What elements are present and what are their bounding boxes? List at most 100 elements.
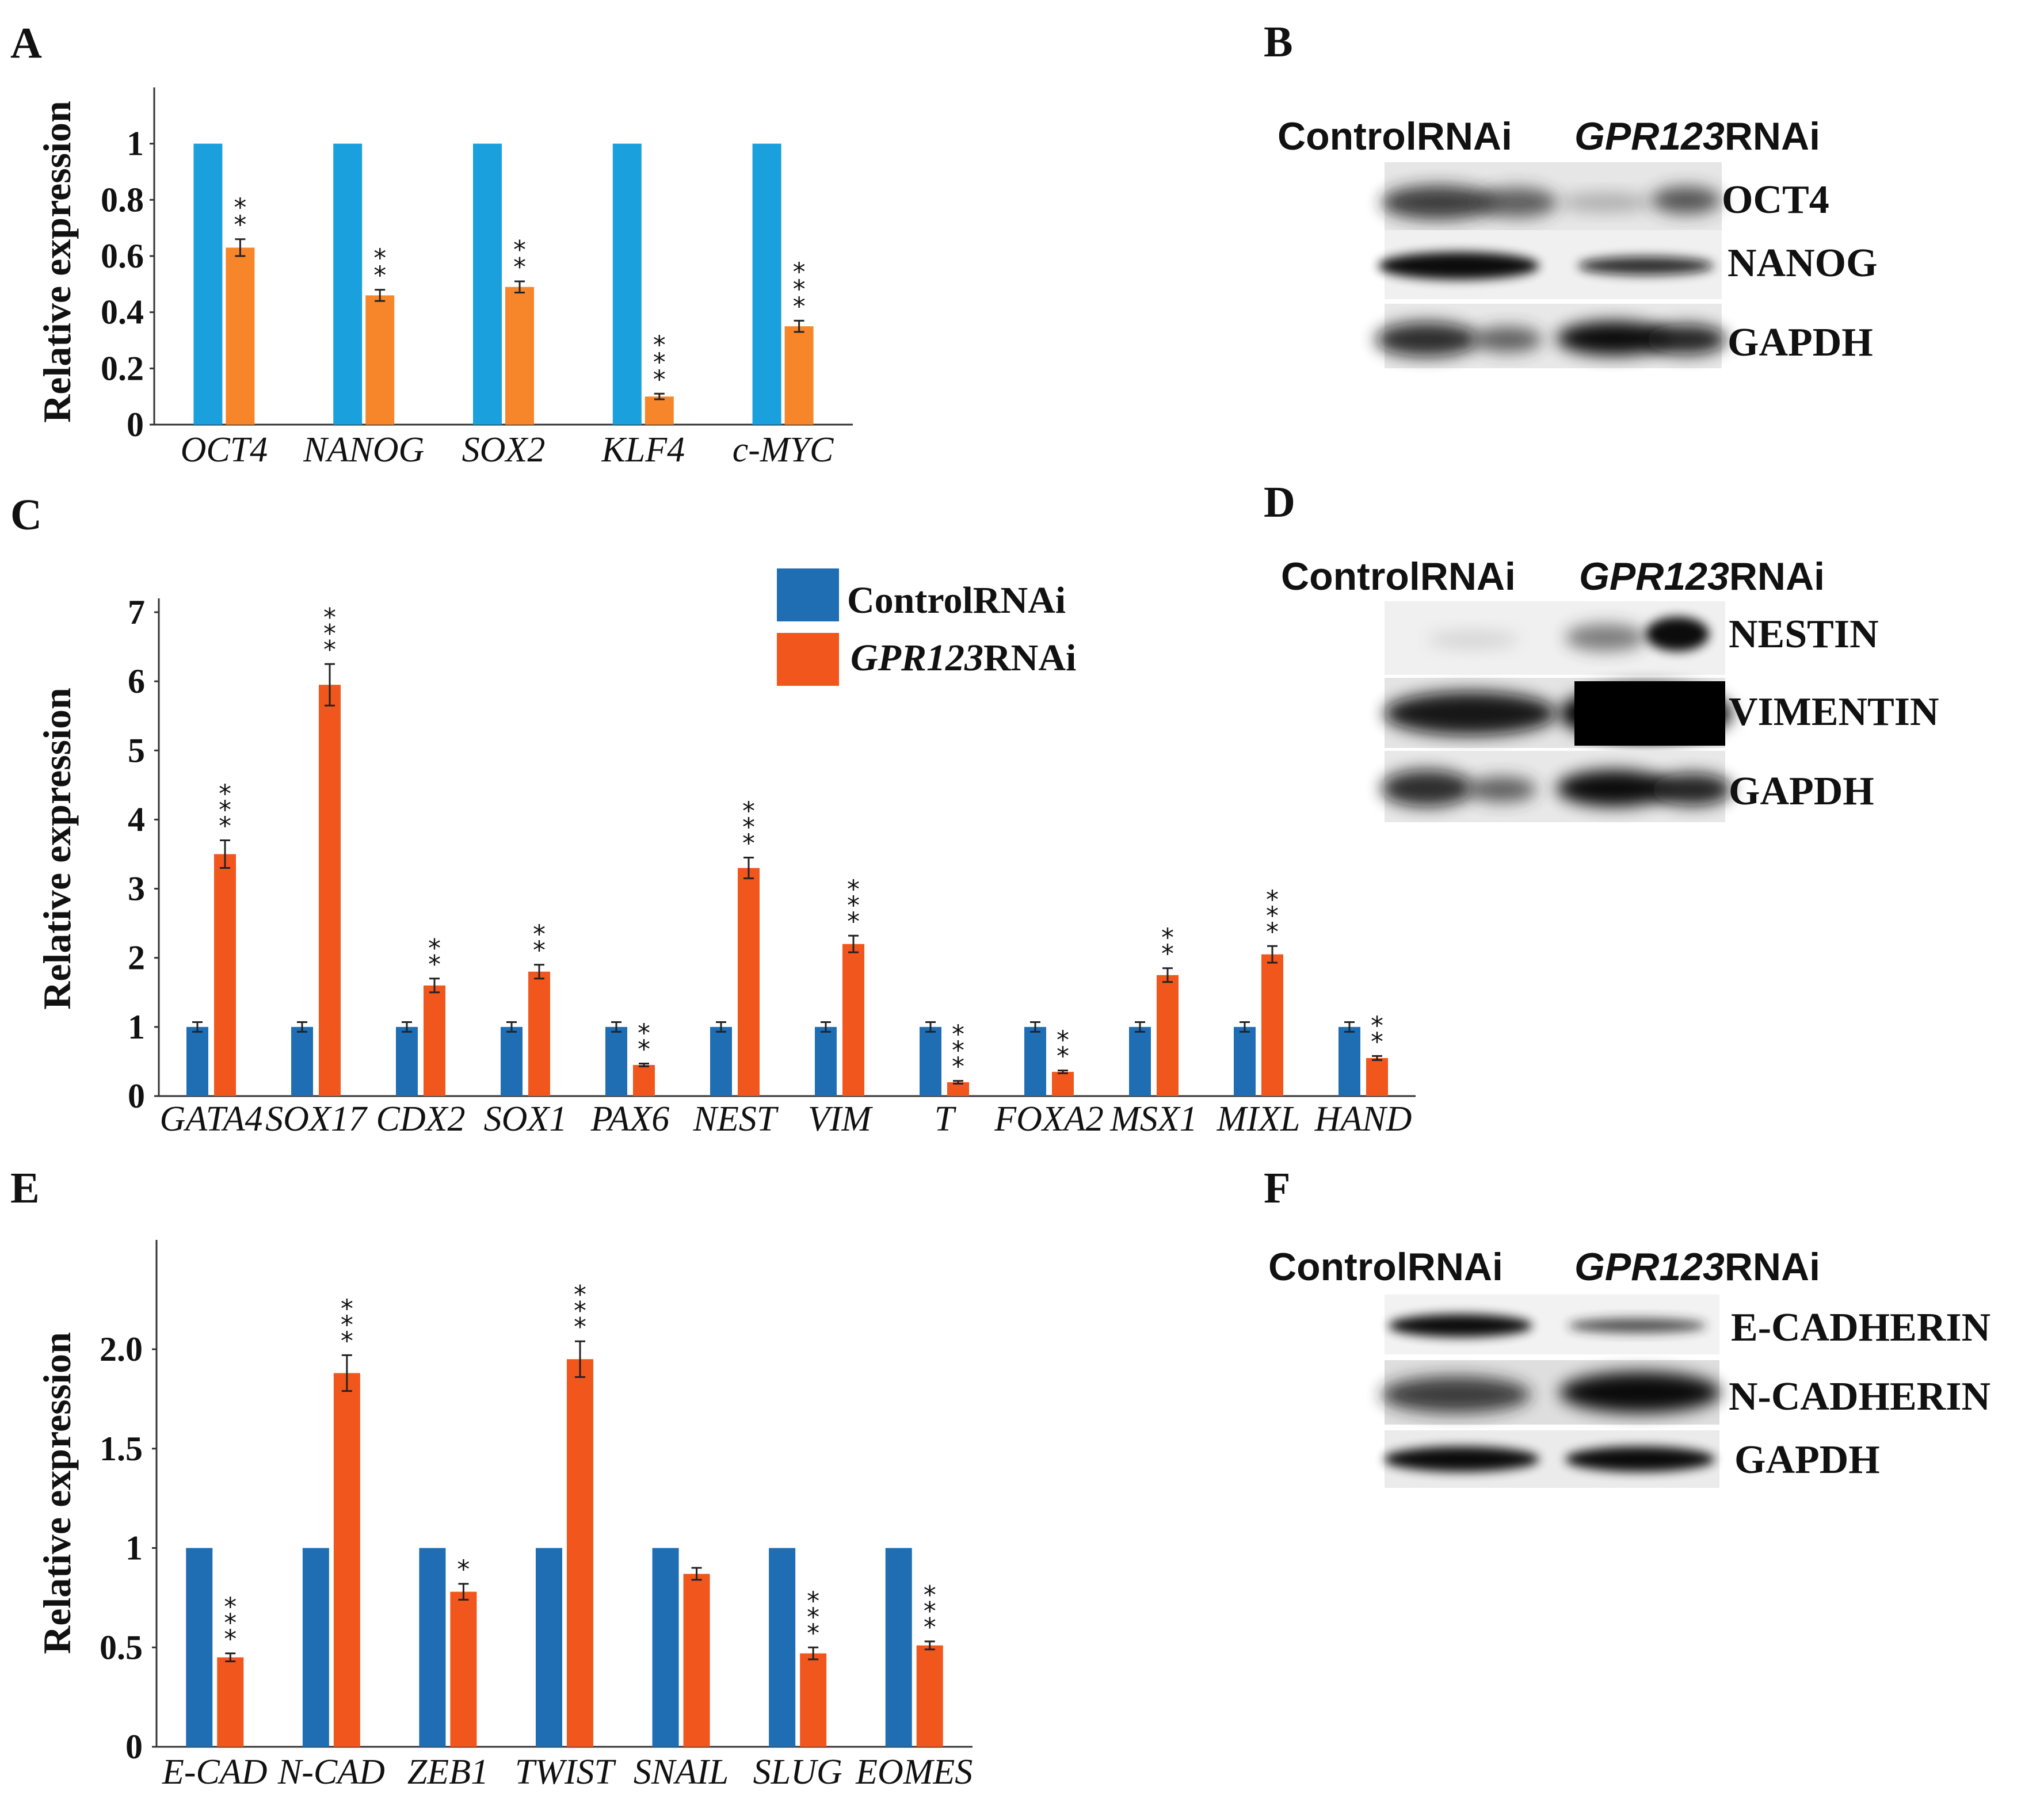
- blot-b-strip-2: [1378, 230, 1722, 299]
- significance-sox1: **: [533, 920, 546, 965]
- significance-pax6: **: [638, 1019, 650, 1064]
- legend-label-control: ControlRNAi: [847, 579, 1066, 621]
- bar-rnai-e-cad: [217, 1657, 244, 1747]
- x-tick-label-twist: TWIST: [515, 1753, 617, 1792]
- x-tick-label-sox1: SOX1: [484, 1100, 567, 1139]
- bar-control-twist: [536, 1548, 562, 1747]
- errorbar-control-sox17: [297, 1021, 307, 1033]
- blot-f-strip-3: [1384, 1430, 1719, 1488]
- panel-label-a: A: [10, 19, 42, 67]
- blot-b-header-control: ControlRNAi: [1278, 114, 1512, 158]
- blot-f-strip-2: [1381, 1360, 1721, 1425]
- y-tick-label-c: 3: [128, 870, 145, 908]
- y-tick-label-a: 0.8: [101, 181, 144, 219]
- y-axis-label-c: Relative expression: [35, 688, 79, 1010]
- errorbar-rnai-mixl: [1267, 945, 1278, 964]
- bar-control-eomes: [885, 1548, 912, 1747]
- bar-control-e-cad: [186, 1548, 213, 1747]
- bar-rnai-klf4: [645, 396, 674, 425]
- significance-mixl: ***: [1266, 885, 1279, 946]
- bar-control-t: [920, 1026, 941, 1096]
- errorbar-rnai-twist: [575, 1340, 585, 1378]
- y-tick-label-e: 2.0: [100, 1330, 143, 1368]
- panel-label-c: C: [10, 491, 42, 539]
- y-tick-label-c: 2: [128, 939, 145, 977]
- legend-label-rnai: GPR123RNAi: [851, 637, 1076, 679]
- x-tick-label-cdx2: CDX2: [376, 1100, 466, 1139]
- errorbar-rnai-eomes: [924, 1640, 935, 1651]
- errorbar-rnai-n-cad: [341, 1354, 352, 1392]
- errorbar-rnai-c-myc: [794, 319, 804, 333]
- x-tick-label-msx1: MSX1: [1109, 1100, 1198, 1139]
- significance-msx1: **: [1161, 923, 1174, 969]
- bar-rnai-zeb1: [450, 1591, 477, 1747]
- errorbar-control-nest: [716, 1021, 726, 1033]
- x-tick-label-slug: SLUG: [753, 1753, 842, 1792]
- errorbar-rnai-foxa2: [1058, 1070, 1068, 1074]
- y-tick-label-e: 0: [125, 1728, 143, 1766]
- bar-rnai-sox17: [319, 685, 341, 1096]
- significance-nanog: **: [373, 244, 386, 291]
- bar-rnai-msx1: [1157, 975, 1179, 1096]
- bar-control-mixl: [1234, 1026, 1256, 1096]
- panel-label-b: B: [1264, 18, 1293, 66]
- bar-control-oct4: [193, 143, 223, 425]
- y-axis-label-e: Relative expression: [35, 1332, 79, 1654]
- blot-d-strip-1: [1385, 601, 1725, 675]
- errorbar-rnai-snail: [691, 1567, 702, 1581]
- significance-t: ***: [952, 1020, 964, 1082]
- bar-control-msx1: [1129, 1026, 1151, 1096]
- errorbar-rnai-pax6: [639, 1063, 649, 1067]
- y-tick-label-a: 0.2: [101, 349, 144, 387]
- panel-label-f: F: [1264, 1164, 1290, 1212]
- errorbar-rnai-msx1: [1162, 967, 1173, 983]
- x-tick-label-t: T: [935, 1100, 957, 1139]
- y-tick-label-c: 4: [128, 800, 145, 838]
- significance-nest: ***: [742, 797, 755, 858]
- bar-rnai-twist: [567, 1359, 593, 1747]
- blot-b-header-gene: GPR123: [1574, 114, 1725, 158]
- y-tick-label-e: 1.5: [100, 1430, 143, 1468]
- errorbar-rnai-hand: [1372, 1055, 1382, 1062]
- blot-d-protein-1: NESTIN: [1729, 612, 1879, 656]
- bar-rnai-nest: [738, 868, 760, 1096]
- significance-zeb1: *: [457, 1555, 470, 1585]
- errorbar-rnai-nest: [743, 857, 754, 880]
- errorbar-rnai-sox17: [325, 663, 335, 707]
- bar-rnai-hand: [1366, 1058, 1388, 1096]
- y-tick-label-c: 7: [128, 593, 145, 631]
- bar-rnai-slug: [800, 1653, 827, 1747]
- bar-control-nanog: [333, 143, 363, 425]
- errorbar-rnai-oct4: [235, 238, 246, 257]
- significance-eomes: ***: [924, 1581, 936, 1642]
- y-tick-label-c: 5: [128, 731, 145, 769]
- panel-label-d: D: [1264, 478, 1295, 526]
- x-tick-label-oct4: OCT4: [181, 430, 268, 469]
- blot-b-strip-3: [1375, 304, 1726, 368]
- y-tick-label-e: 1: [125, 1529, 143, 1567]
- blot-f-protein-2: N-CADHERIN: [1729, 1375, 1990, 1419]
- errorbar-rnai-gata4: [220, 839, 230, 869]
- significance-foxa2: **: [1057, 1026, 1069, 1071]
- blot-f-header-rnai: GPR123RNAi: [1574, 1245, 1820, 1289]
- errorbar-rnai-sox2: [514, 280, 525, 293]
- bar-rnai-nanog: [365, 295, 395, 425]
- significance-hand: **: [1371, 1011, 1383, 1056]
- errorbar-rnai-sox1: [534, 964, 544, 980]
- bar-control-snail: [652, 1548, 679, 1747]
- y-tick-label-c: 0: [128, 1077, 145, 1115]
- x-tick-label-foxa2: FOXA2: [994, 1100, 1103, 1139]
- errorbar-control-sox1: [506, 1021, 517, 1033]
- significance-cdx2: **: [428, 934, 441, 979]
- errorbar-rnai-vim: [848, 934, 859, 953]
- x-tick-label-e-cad: E-CAD: [162, 1753, 268, 1792]
- x-tick-label-sox2: SOX2: [462, 430, 546, 469]
- western-blot-f: ControlRNAi GPR123RNAi E-CADHERIN N-CADH…: [1268, 1245, 1990, 1488]
- bar-control-cdx2: [396, 1026, 418, 1096]
- y-tick-label-a: 0.4: [101, 293, 144, 331]
- bar-control-n-cad: [302, 1548, 329, 1747]
- bar-rnai-c-myc: [784, 326, 814, 425]
- bar-control-zeb1: [419, 1548, 446, 1747]
- western-blot-b: ControlRNAi GPR123RNAi OCT4 NANOG GAPDH: [1278, 114, 1878, 368]
